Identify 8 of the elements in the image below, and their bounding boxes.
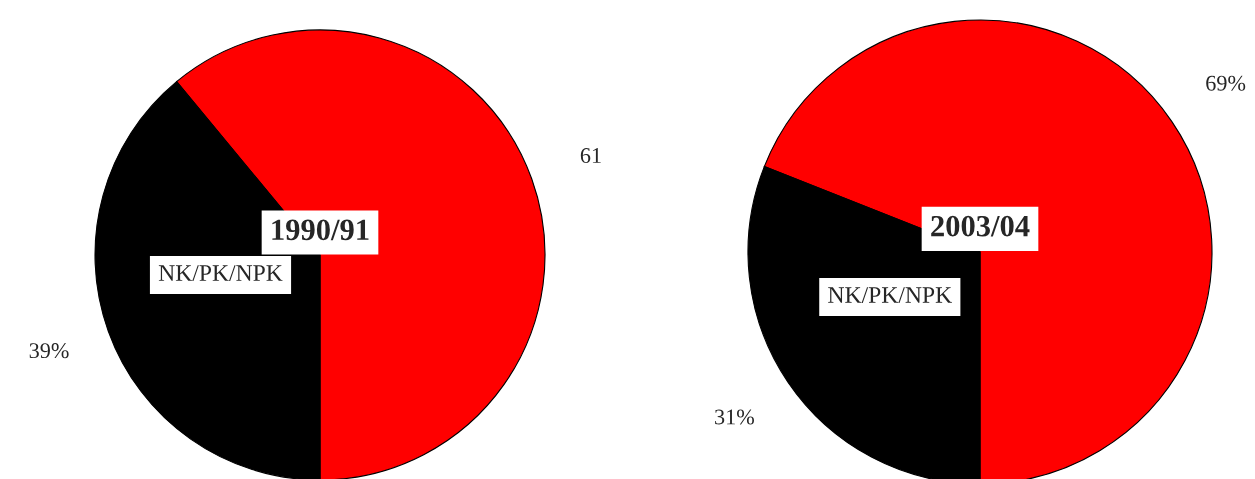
data-label: 69% [1206, 75, 1246, 91]
data-label: 31% [715, 409, 754, 425]
data-label: 61 [580, 148, 601, 164]
slice-label: NK/PK/NPK [828, 287, 952, 303]
text: 2003/04 [931, 215, 1030, 237]
data-label: 39% [29, 343, 69, 359]
text: 1990/91 [272, 219, 369, 241]
slice-label: NK/PK/NPK [158, 265, 283, 281]
